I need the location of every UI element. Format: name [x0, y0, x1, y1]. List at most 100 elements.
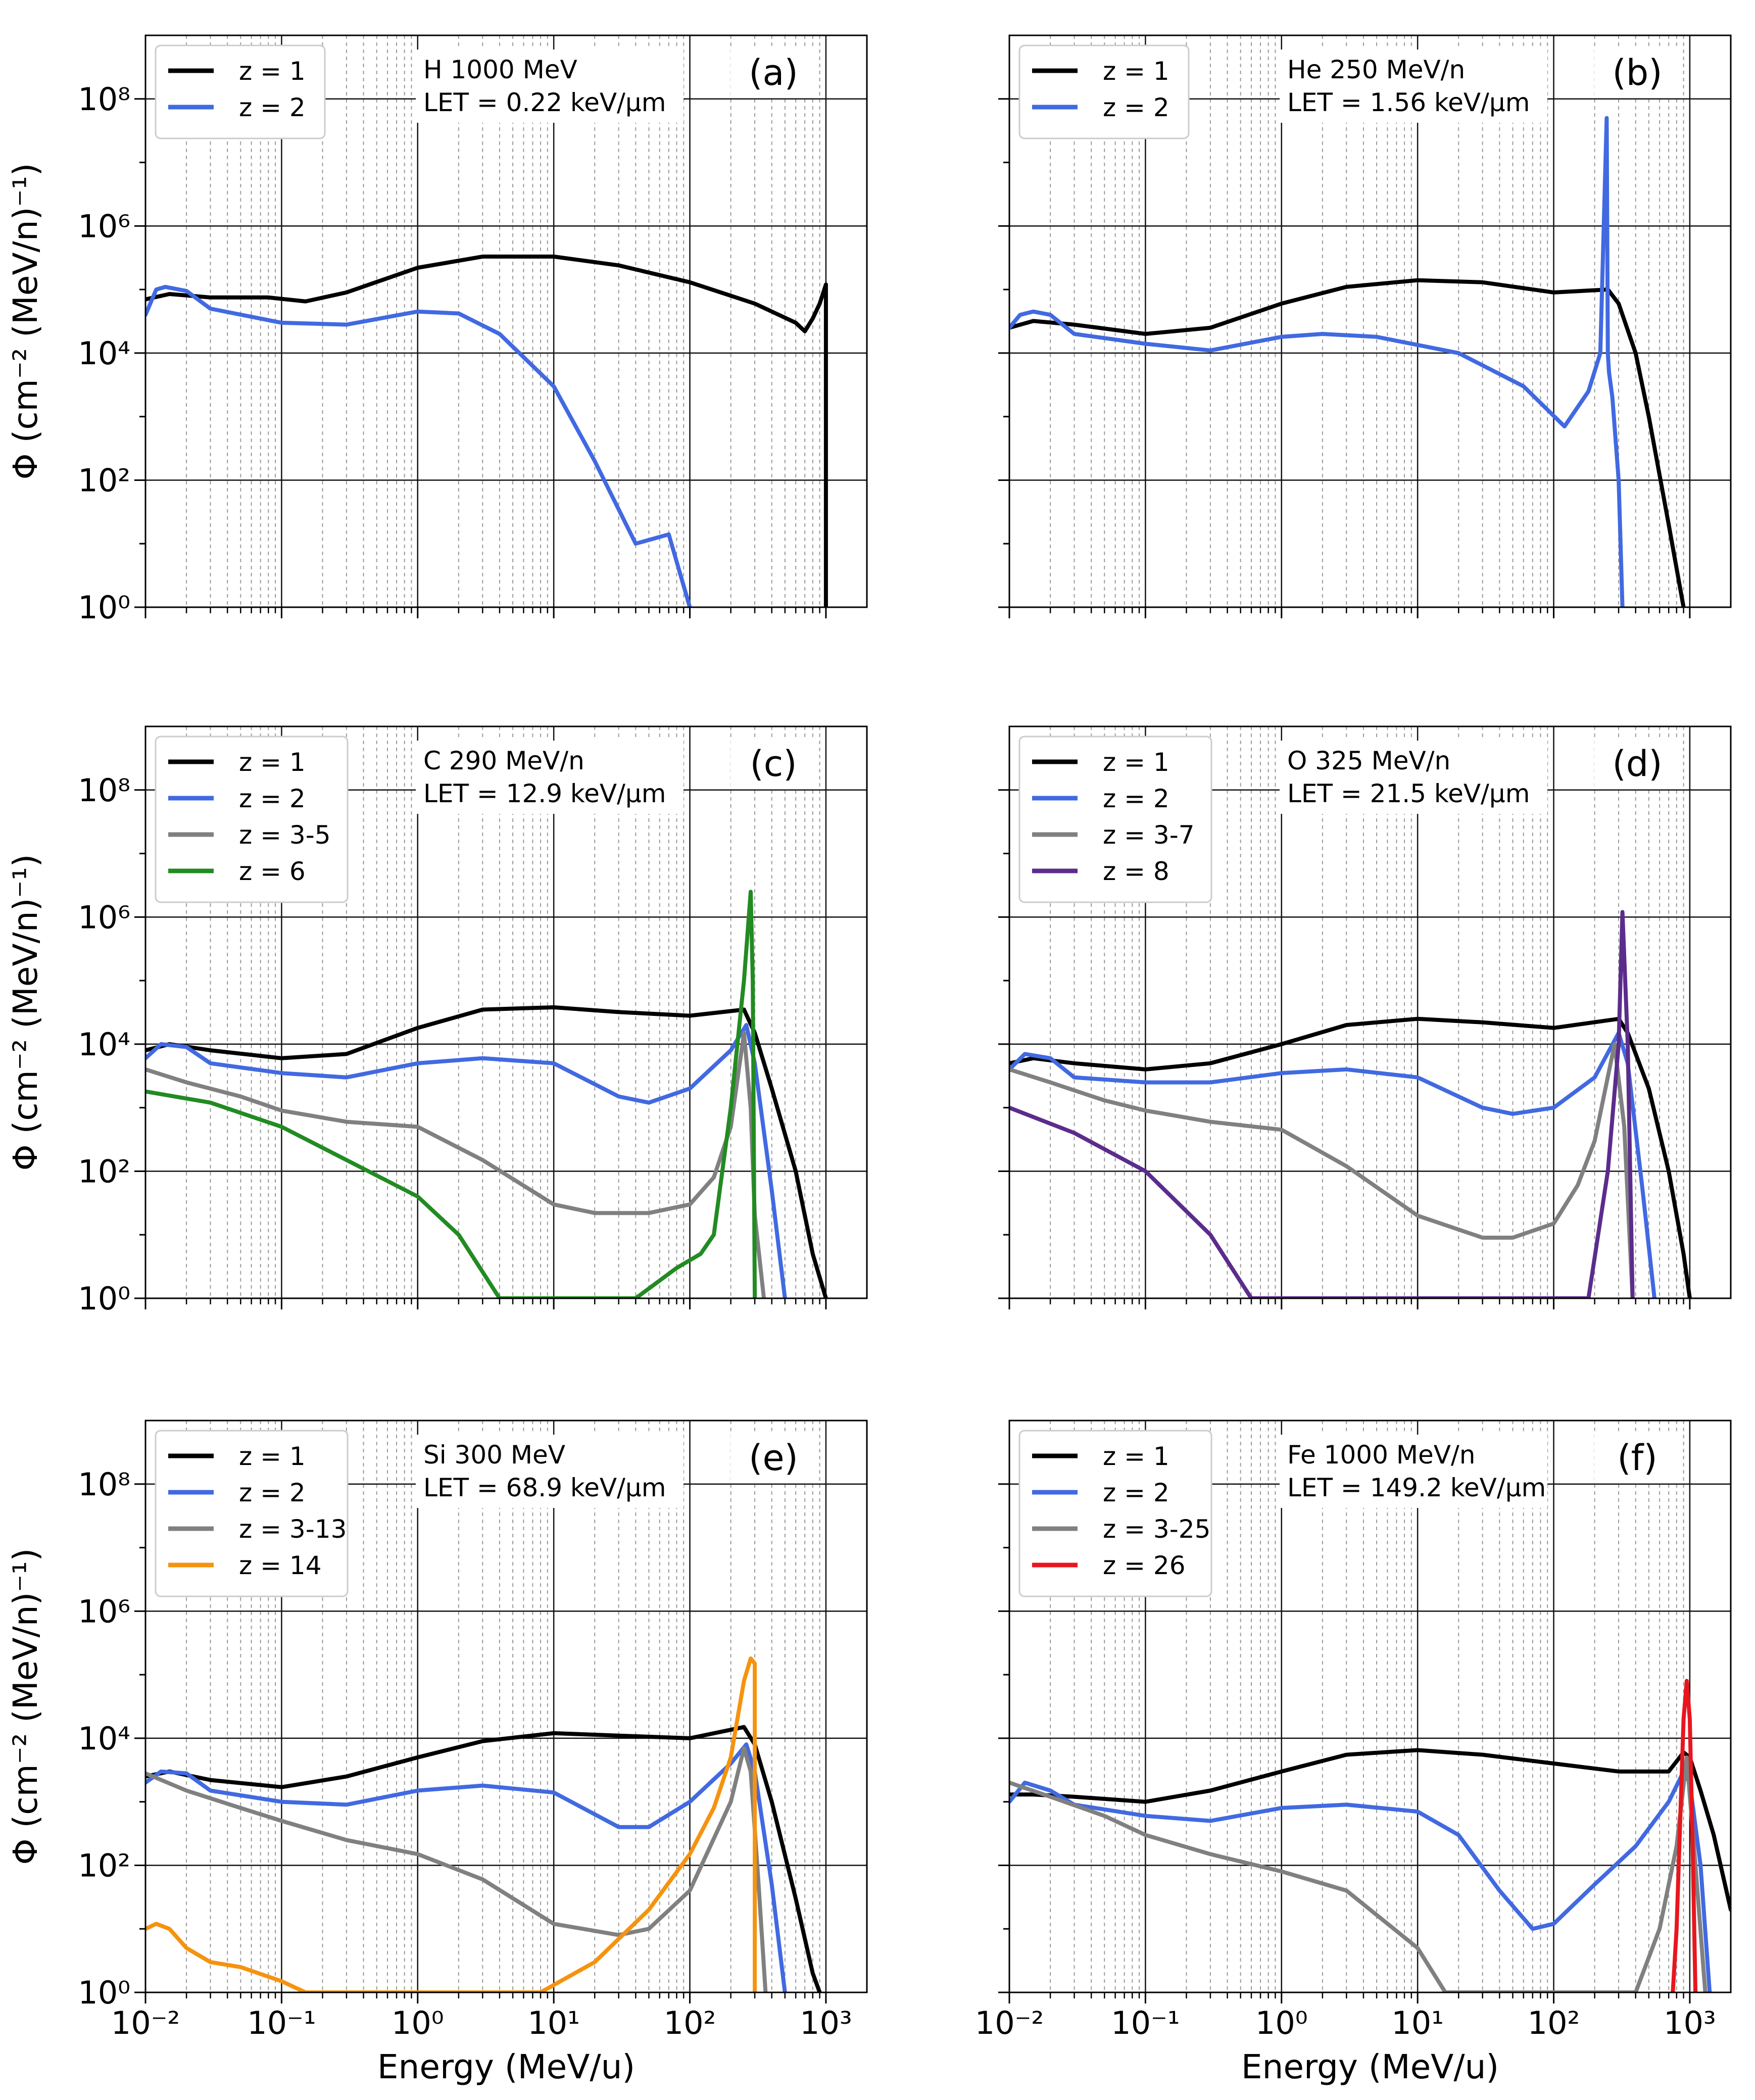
- beam-info: Fe 1000 MeV/n LET = 149.2 keV/μm: [1280, 1435, 1547, 1508]
- let-value: LET = 149.2 keV/μm: [1287, 1473, 1546, 1502]
- series-line-z35: [145, 1031, 766, 1298]
- x-tick-label: 10⁻¹: [247, 2005, 316, 2041]
- series-line-z1: [145, 1725, 822, 1992]
- series-line-z1: [1009, 278, 1686, 607]
- y-tick-label: 10²: [78, 1153, 130, 1190]
- x-tick-label: 10²: [1528, 2005, 1580, 2041]
- legend: z = 1 z = 2 z = 3-7 z = 8: [1018, 736, 1212, 903]
- beam-info: Si 300 MeV LET = 68.9 keV/μm: [416, 1435, 684, 1508]
- ticks: [998, 98, 1691, 618]
- panel-label-text: (b): [1612, 52, 1662, 93]
- series-line-z2: [145, 1023, 787, 1298]
- legend: z = 1 z = 2 z = 3-13 z = 14: [155, 1430, 349, 1597]
- let-value: LET = 68.9 keV/μm: [423, 1473, 666, 1502]
- beam-title: O 325 MeV/n: [1287, 746, 1450, 775]
- y-tick-label: 10²: [78, 462, 130, 499]
- axes-frame: [1008, 1420, 1732, 1993]
- beam-info-box: [1280, 1435, 1547, 1508]
- legend-label: z = 3-5: [239, 820, 331, 850]
- let-value: LET = 1.56 keV/μm: [1287, 88, 1530, 117]
- series-lines: [145, 890, 828, 1298]
- panel-b: z = 1 z = 2 He 250 MeV/n LET = 1.56 keV/μm (…: [998, 34, 1732, 618]
- panel-label-box: [1594, 1432, 1678, 1482]
- legend-label: z = 14: [239, 1551, 322, 1580]
- panel-label-text: (d): [1612, 743, 1662, 785]
- legend-label: z = 2: [239, 93, 306, 122]
- ticks: [134, 98, 827, 618]
- series-line-z2: [1009, 116, 1625, 607]
- panel-label-box: [730, 46, 814, 97]
- x-tick-label: 10⁰: [1255, 2005, 1308, 2041]
- ticks: [998, 1483, 1691, 2004]
- panel-label-text: (a): [749, 52, 798, 93]
- series-lines: [1009, 910, 1692, 1298]
- series-line-z2: [145, 284, 692, 607]
- series-line-z26: [1671, 1679, 1698, 1992]
- series-lines: [145, 254, 828, 607]
- panel-label-box: [730, 738, 814, 788]
- y-tick-label: 10⁰: [78, 1974, 130, 2011]
- legend-label: z = 26: [1103, 1551, 1186, 1580]
- y-tick-label: 10⁴: [78, 335, 130, 372]
- legend-box: [155, 1430, 349, 1597]
- beam-info: H 1000 MeV LET = 0.22 keV/μm: [416, 50, 684, 123]
- legend-label: z = 2: [239, 784, 306, 813]
- beam-title: He 250 MeV/n: [1287, 55, 1465, 84]
- panel-label: (e): [730, 1432, 814, 1482]
- beam-title: Fe 1000 MeV/n: [1287, 1440, 1475, 1470]
- series-line-z1: [145, 254, 828, 607]
- y-tick-label: 10⁶: [78, 899, 130, 936]
- panel-label-text: (e): [749, 1437, 798, 1479]
- beam-info-box: [1280, 50, 1547, 123]
- panel-label: (d): [1594, 738, 1678, 788]
- legend-label: z = 1: [1103, 748, 1169, 777]
- beam-title: C 290 MeV/n: [423, 746, 584, 775]
- y-tick-label: 10⁶: [78, 1593, 130, 1630]
- series-line-z325: [1009, 1755, 1708, 1992]
- series-line-z1: [145, 1005, 828, 1298]
- panel-c: 10⁰ 10² 10⁴ 10⁶ 10⁸ Φ (cm⁻² (MeV/n)⁻¹) z = 1 z …: [6, 725, 868, 1317]
- legend-box: [1018, 736, 1212, 903]
- x-tick-label: 10⁻²: [975, 2005, 1044, 2041]
- y-axis-label: Φ (cm⁻² (MeV/n)⁻¹): [6, 1548, 45, 1865]
- y-tick-label: 10⁸: [78, 1466, 130, 1503]
- y-tick-label: 10⁴: [78, 1720, 130, 1757]
- panel-label: (b): [1594, 46, 1678, 97]
- series-lines: [1009, 1679, 1731, 1992]
- legend-label: z = 1: [1103, 1442, 1169, 1471]
- axes-frame: [144, 725, 868, 1299]
- panel-label-box: [1594, 738, 1678, 788]
- panel-label-box: [730, 1432, 814, 1482]
- legend: z = 1 z = 2: [1018, 44, 1190, 139]
- x-tick-label: 10³: [800, 2005, 852, 2041]
- legend: z = 1 z = 2 z = 3-25 z = 26: [1018, 1430, 1212, 1597]
- beam-info: He 250 MeV/n LET = 1.56 keV/μm: [1280, 50, 1547, 123]
- panel-label: (a): [730, 46, 814, 97]
- series-line-z37: [1009, 1042, 1635, 1298]
- beam-info-box: [416, 50, 684, 123]
- beam-title: Si 300 MeV: [423, 1440, 565, 1470]
- y-axis-label: Φ (cm⁻² (MeV/n)⁻¹): [6, 854, 45, 1171]
- grid: [1008, 1421, 1731, 1993]
- legend-label: z = 1: [239, 57, 306, 86]
- legend-label: z = 2: [239, 1478, 306, 1507]
- y-tick-label: 10²: [78, 1847, 130, 1884]
- panel-label-box: [1594, 46, 1678, 97]
- panel-label-text: (f): [1617, 1437, 1657, 1479]
- legend-label: z = 1: [239, 748, 306, 777]
- y-tick-label: 10⁴: [78, 1026, 130, 1063]
- y-tick-label: 10⁰: [78, 1280, 130, 1317]
- y-tick-label: 10⁰: [78, 589, 130, 626]
- series-line-z1: [1009, 1016, 1692, 1298]
- legend-label: z = 2: [1103, 93, 1169, 122]
- x-tick-label: 10¹: [1391, 2005, 1444, 2041]
- legend-label: z = 1: [1103, 57, 1169, 86]
- y-tick-label: 10⁸: [78, 772, 130, 809]
- series-line-z313: [145, 1746, 768, 1992]
- series-line-z8: [1009, 910, 1635, 1298]
- x-tick-label: 10⁻¹: [1111, 2005, 1180, 2041]
- let-value: LET = 21.5 keV/μm: [1287, 779, 1530, 808]
